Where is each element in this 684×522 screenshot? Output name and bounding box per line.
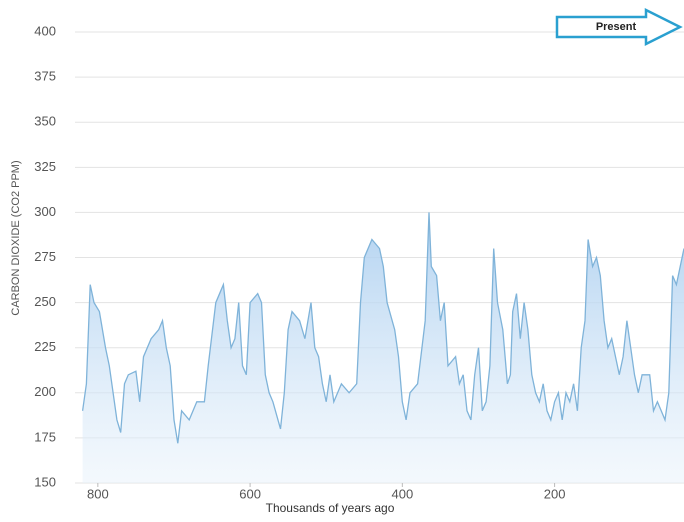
- annotation: Present: [596, 21, 637, 33]
- y-tick-label: 350: [34, 114, 56, 129]
- x-tick-label: 200: [544, 486, 566, 501]
- y-tick-label: 400: [34, 23, 56, 38]
- y-tick-label: 150: [34, 474, 56, 489]
- x-axis-label: Thousands of years ago: [266, 501, 395, 515]
- present-arrow: [555, 7, 683, 47]
- y-tick-label: 325: [34, 159, 56, 174]
- x-tick-label: 600: [239, 486, 261, 501]
- y-tick-label: 375: [34, 69, 56, 84]
- x-tick-label: 800: [87, 486, 109, 501]
- line: [81, 212, 684, 444]
- y-tick-label: 300: [34, 204, 56, 219]
- y-tick-label: 275: [34, 249, 56, 264]
- area: [82, 212, 684, 483]
- y-tick-label: 175: [34, 429, 56, 444]
- x-tick-label: 400: [391, 486, 413, 501]
- y-tick-label: 225: [34, 339, 56, 354]
- y-axis-label: CARBON DIOXIDE (CO2 PPM): [10, 160, 22, 315]
- y-tick-label: 200: [34, 384, 56, 399]
- y-tick-label: 250: [34, 294, 56, 309]
